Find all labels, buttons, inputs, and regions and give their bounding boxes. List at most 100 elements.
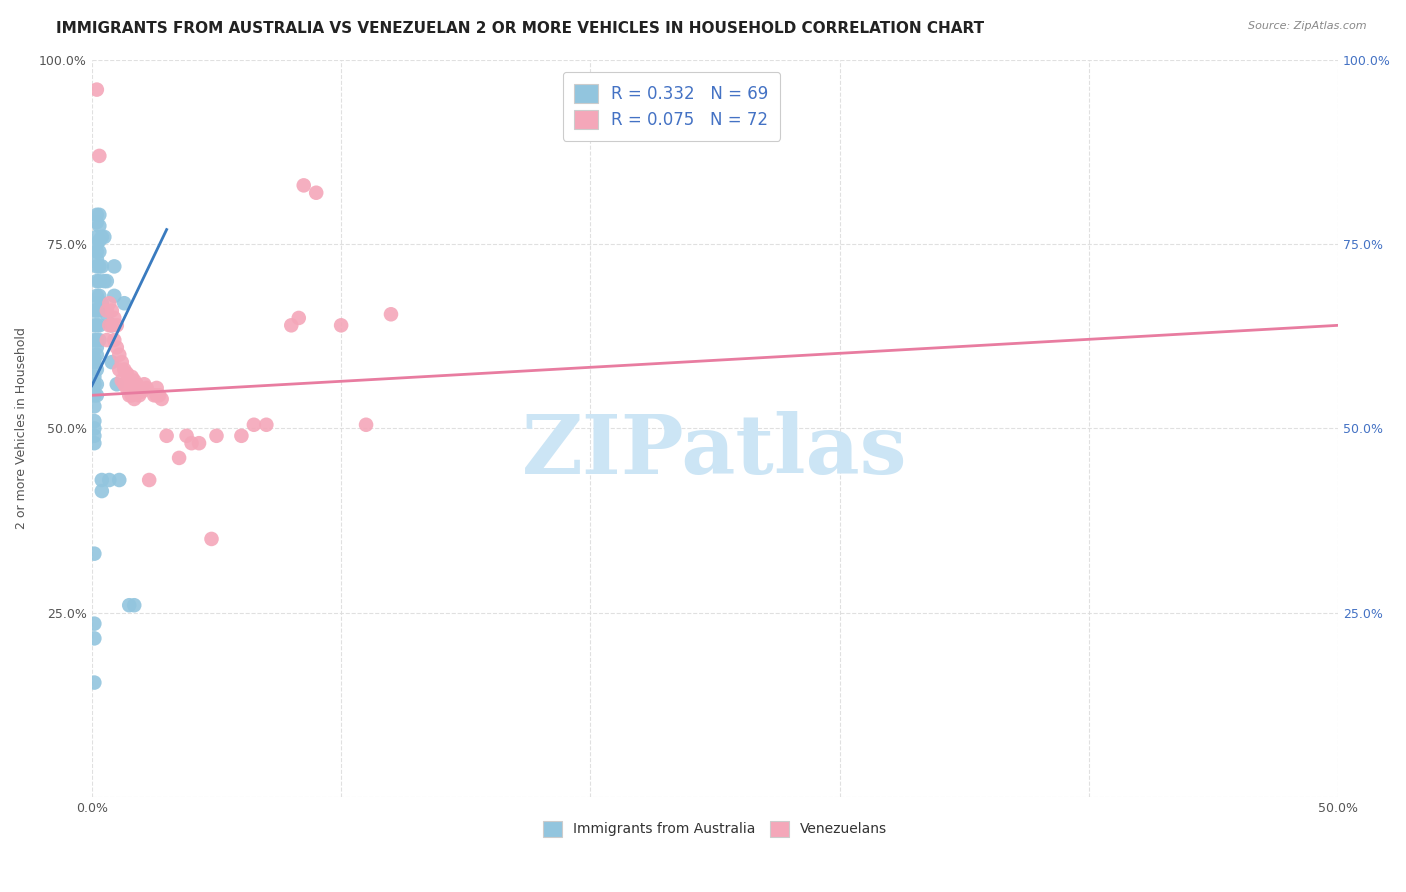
Point	[125, 381, 148, 395]
Point	[86, 237, 108, 252]
Point	[86, 303, 108, 318]
Y-axis label: 2 or more Vehicles in Household: 2 or more Vehicles in Household	[15, 327, 28, 529]
Point	[188, 436, 211, 450]
Point	[145, 388, 167, 402]
Point	[121, 388, 143, 402]
Point	[86, 377, 108, 392]
Point	[86, 244, 108, 259]
Point	[83, 370, 105, 384]
Point	[254, 417, 277, 432]
Point	[305, 186, 328, 200]
Point	[98, 473, 121, 487]
Point	[280, 318, 302, 333]
Point	[101, 303, 124, 318]
Point	[83, 429, 105, 443]
Point	[101, 318, 124, 333]
Point	[89, 260, 111, 274]
Point	[83, 377, 105, 392]
Point	[86, 333, 108, 347]
Point	[96, 274, 118, 288]
Point	[86, 215, 108, 229]
Point	[103, 260, 125, 274]
Point	[103, 310, 125, 325]
Point	[118, 599, 141, 613]
Text: ZIPatlas: ZIPatlas	[522, 410, 908, 491]
Point	[98, 296, 121, 310]
Point	[89, 149, 111, 163]
Point	[83, 303, 105, 318]
Point	[103, 333, 125, 347]
Point	[89, 208, 111, 222]
Point	[167, 450, 190, 465]
Point	[156, 429, 179, 443]
Point	[150, 392, 173, 406]
Point	[83, 547, 105, 561]
Point	[86, 296, 108, 310]
Point	[93, 230, 115, 244]
Point	[115, 381, 138, 395]
Point	[122, 392, 145, 406]
Point	[134, 377, 156, 392]
Point	[354, 417, 377, 432]
Point	[115, 366, 138, 380]
Point	[89, 333, 111, 347]
Point	[101, 355, 124, 369]
Point	[89, 244, 111, 259]
Point	[86, 208, 108, 222]
Point	[125, 377, 148, 392]
Point	[90, 230, 112, 244]
Point	[83, 616, 105, 631]
Point	[83, 351, 105, 366]
Point	[89, 289, 111, 303]
Point	[90, 473, 112, 487]
Point	[108, 473, 131, 487]
Point	[103, 289, 125, 303]
Point	[112, 362, 135, 376]
Text: Source: ZipAtlas.com: Source: ZipAtlas.com	[1249, 21, 1367, 30]
Point	[143, 388, 166, 402]
Text: IMMIGRANTS FROM AUSTRALIA VS VENEZUELAN 2 OR MORE VEHICLES IN HOUSEHOLD CORRELAT: IMMIGRANTS FROM AUSTRALIA VS VENEZUELAN …	[56, 21, 984, 36]
Point	[83, 436, 105, 450]
Point	[121, 370, 143, 384]
Point	[118, 388, 141, 402]
Point	[111, 374, 134, 388]
Point	[105, 340, 128, 354]
Point	[83, 414, 105, 428]
Point	[86, 340, 108, 354]
Point	[112, 296, 135, 310]
Point	[231, 429, 253, 443]
Point	[86, 388, 108, 402]
Point	[90, 484, 112, 499]
Point	[111, 355, 134, 369]
Point	[86, 274, 108, 288]
Point	[89, 318, 111, 333]
Point	[135, 381, 157, 395]
Point	[108, 348, 131, 362]
Point	[243, 417, 266, 432]
Point	[86, 318, 108, 333]
Point	[131, 384, 153, 399]
Point	[145, 381, 167, 395]
Point	[128, 388, 150, 402]
Point	[101, 318, 124, 333]
Legend: Immigrants from Australia, Venezuelans: Immigrants from Australia, Venezuelans	[534, 813, 896, 845]
Point	[83, 355, 105, 369]
Point	[86, 252, 108, 266]
Point	[128, 381, 150, 395]
Point	[122, 374, 145, 388]
Point	[86, 82, 108, 96]
Point	[108, 362, 131, 376]
Point	[93, 274, 115, 288]
Point	[83, 318, 105, 333]
Point	[83, 388, 105, 402]
Point	[380, 307, 402, 321]
Point	[148, 388, 170, 402]
Point	[138, 473, 160, 487]
Point	[86, 362, 108, 376]
Point	[112, 377, 135, 392]
Point	[89, 303, 111, 318]
Point	[89, 234, 111, 248]
Point	[96, 303, 118, 318]
Point	[287, 310, 309, 325]
Point	[83, 632, 105, 646]
